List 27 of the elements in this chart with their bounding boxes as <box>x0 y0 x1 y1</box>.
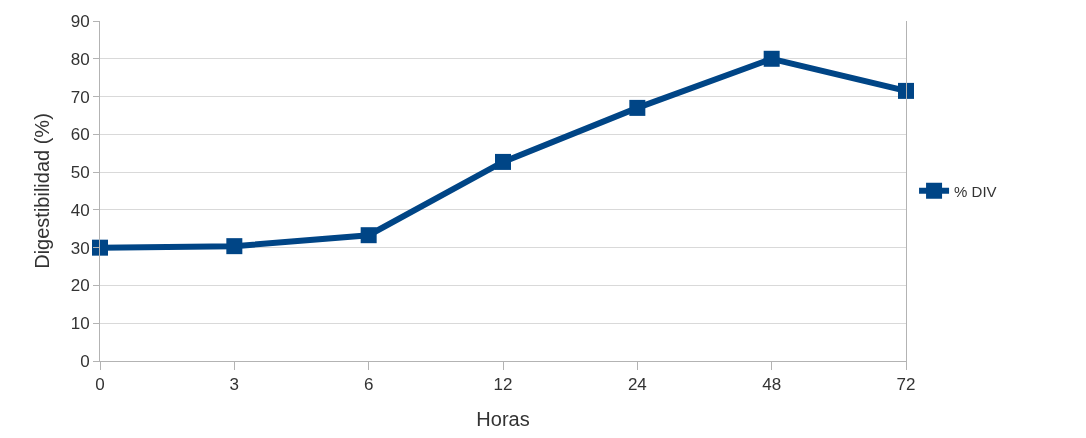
point <box>360 227 377 244</box>
x-tick-label: 3 <box>229 375 240 395</box>
y-tick-label: 50 <box>70 163 90 183</box>
legend-label: % DIV <box>954 182 997 200</box>
y-tick-label: 60 <box>70 125 90 145</box>
y-tick-label: 20 <box>70 276 90 296</box>
x-tick-label: 72 <box>896 375 916 395</box>
point <box>226 238 243 255</box>
x-tick-label: 6 <box>363 375 374 395</box>
y-tick-label: 80 <box>70 49 90 69</box>
x-tick-label: 12 <box>493 375 513 395</box>
x-axis-title: Horas <box>476 407 530 430</box>
y-tick-label: 90 <box>70 11 90 31</box>
x-tick-label: 0 <box>95 375 105 395</box>
y-axis-title: Digestibilidad (%) <box>31 113 54 269</box>
y-tick-label: 10 <box>70 314 90 334</box>
y-tick-label: 30 <box>70 238 90 258</box>
point <box>629 99 646 116</box>
x-tick-label: 24 <box>627 375 647 395</box>
point <box>495 153 511 170</box>
y-tick-label: 40 <box>70 200 90 220</box>
y-tick-label: 0 <box>80 351 90 371</box>
point <box>763 50 780 67</box>
y-tick-label: 70 <box>70 87 90 107</box>
x-tick-label: 48 <box>762 375 782 395</box>
point <box>898 82 914 99</box>
point <box>92 239 108 256</box>
